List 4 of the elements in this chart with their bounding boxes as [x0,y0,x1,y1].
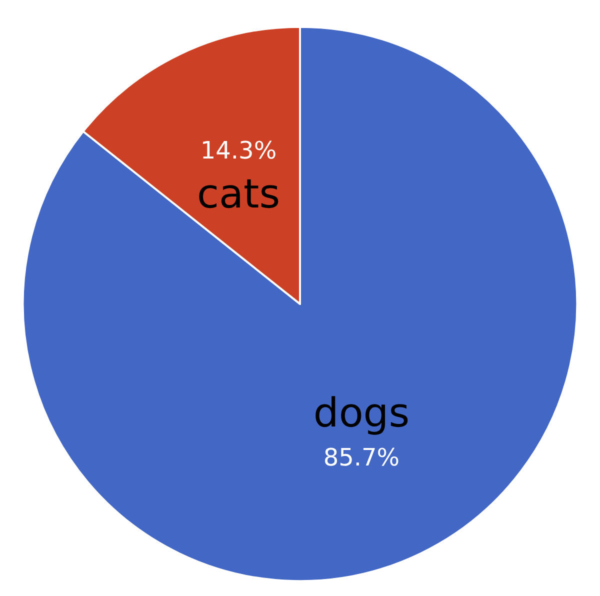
slice-label: dogs [313,390,410,436]
data-label: 85.7% [323,443,400,472]
data-label: 14.3% [200,136,277,164]
slice-label: cats [197,171,280,218]
